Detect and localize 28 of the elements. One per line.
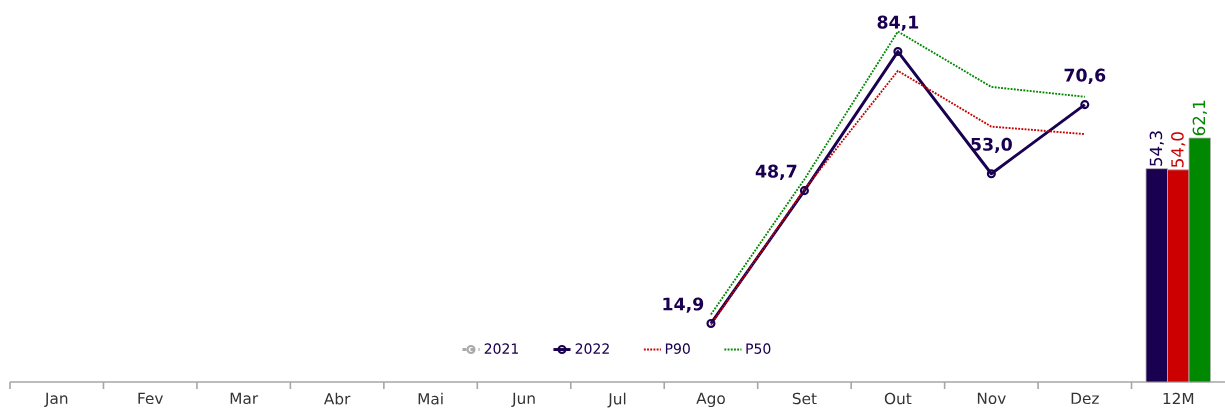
data-label: 48,7 bbox=[755, 164, 797, 180]
x-tick-label: Out bbox=[884, 392, 912, 405]
x-tick-label: Jan bbox=[44, 392, 68, 407]
point bbox=[893, 47, 903, 57]
legend-label: 2021 bbox=[484, 343, 519, 354]
point bbox=[799, 186, 809, 196]
data-label: 54,3 bbox=[1149, 131, 1164, 166]
x-tick-label: 12M bbox=[1163, 392, 1194, 405]
x-tick-label: Set bbox=[792, 392, 817, 405]
data-label: 53,0 bbox=[971, 137, 1012, 154]
legend-label: 2022 bbox=[575, 343, 609, 354]
x-tick-label: Ago bbox=[696, 392, 725, 408]
data-label: 84,1 bbox=[877, 15, 919, 31]
x-tick-label: Jul bbox=[607, 392, 626, 408]
x-tick-label: Jun bbox=[511, 392, 535, 407]
data-label: 14,9 bbox=[663, 297, 704, 313]
x-tick-label: Nov bbox=[977, 392, 1006, 405]
x-tick-label: Abr bbox=[323, 392, 351, 405]
legend-label: P90 bbox=[665, 343, 690, 354]
data-label: 70,6 bbox=[1064, 68, 1106, 84]
x-tick-label: Mai bbox=[418, 392, 443, 405]
data-label: 62,1 bbox=[1192, 100, 1207, 136]
point bbox=[986, 169, 996, 179]
legend-label: P50 bbox=[746, 343, 771, 354]
x-tick-label: Dez bbox=[1071, 392, 1099, 405]
x-tick-label: Fev bbox=[138, 392, 163, 405]
data-label: 54,0 bbox=[1171, 132, 1186, 167]
x-tick-label: Mar bbox=[230, 392, 259, 405]
